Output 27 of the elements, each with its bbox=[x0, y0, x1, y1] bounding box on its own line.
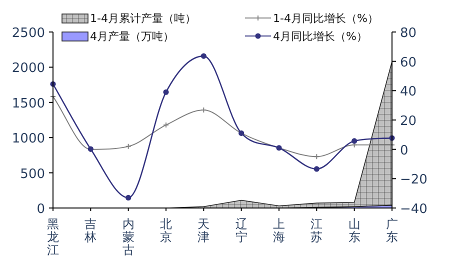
x-tick-label: 吉林 bbox=[84, 217, 97, 244]
x-tick-label: 北京 bbox=[160, 217, 172, 244]
x-tick-label: 江苏 bbox=[310, 217, 323, 244]
y-tick-label: 1500 bbox=[12, 96, 45, 112]
y2-tick-label: 20 bbox=[400, 114, 417, 129]
x-tick-label: 广东 bbox=[386, 217, 398, 244]
y2-tick-label: −20 bbox=[400, 172, 428, 188]
y2-tick-label: 40 bbox=[400, 84, 417, 100]
y2-tick-label: 0 bbox=[400, 143, 408, 158]
legend-label: 4月产量（万吨） bbox=[90, 30, 174, 43]
x-tick-label: 天津 bbox=[198, 217, 210, 244]
legend-label: 1-4月同比增长（%） bbox=[273, 12, 378, 25]
x-tick-label: 内蒙古 bbox=[122, 217, 134, 257]
x-tick-label: 辽宁 bbox=[235, 217, 248, 244]
x-tick-label: 黑龙江 bbox=[47, 217, 59, 257]
y-tick-label: 500 bbox=[20, 166, 45, 182]
legend-label: 1-4月累计产量（吨） bbox=[90, 12, 196, 25]
x-tick-label: 上海 bbox=[273, 217, 285, 244]
y-tick-label: 1000 bbox=[12, 132, 45, 147]
y2-tick-label: −40 bbox=[400, 202, 428, 217]
legend-label: 4月同比增长（%） bbox=[273, 30, 368, 43]
y-tick-label: 2500 bbox=[12, 26, 45, 41]
y-tick-label: 0 bbox=[36, 202, 45, 217]
y-tick-label: 2000 bbox=[12, 61, 45, 76]
y2-tick-label: 80 bbox=[400, 26, 417, 41]
y2-tick-label: 60 bbox=[400, 55, 417, 70]
x-tick-label: 山东 bbox=[348, 217, 360, 244]
